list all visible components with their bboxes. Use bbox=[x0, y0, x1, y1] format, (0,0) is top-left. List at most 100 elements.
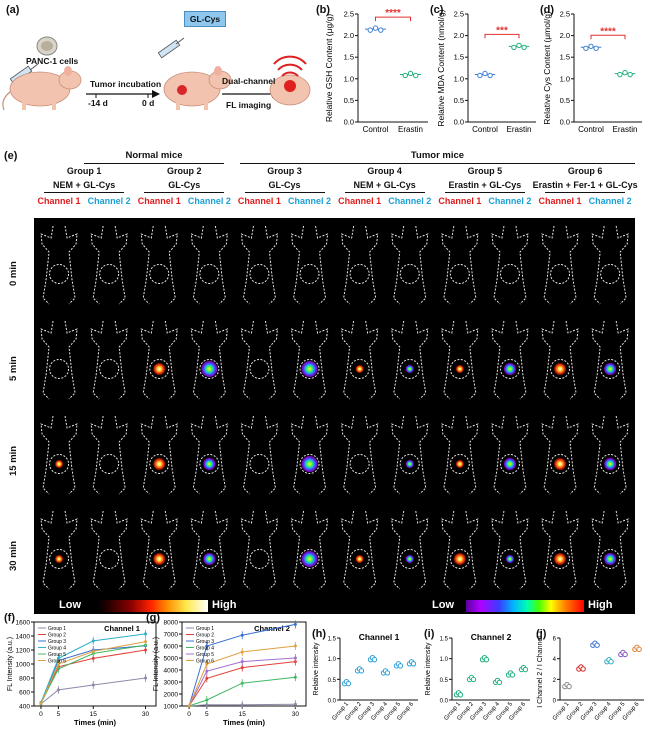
data-point bbox=[293, 702, 297, 706]
x-tick-label: 5 bbox=[205, 711, 209, 718]
y-tick-label: 1.5 bbox=[560, 53, 570, 62]
signal-spot bbox=[455, 365, 464, 373]
mouse-body bbox=[190, 320, 228, 400]
group-treatment: NEM + GL-Cys bbox=[353, 180, 416, 190]
mouse-outline bbox=[391, 320, 429, 400]
signal-spot bbox=[405, 555, 414, 563]
mouse-outline bbox=[591, 415, 629, 495]
tumor-circle bbox=[349, 549, 370, 569]
tumor-circle bbox=[399, 359, 420, 379]
channel2-header: Channel 2 bbox=[588, 196, 632, 206]
y-tick-label: 0.5 bbox=[454, 96, 464, 105]
signal-spot bbox=[153, 553, 166, 565]
signal-spot bbox=[203, 553, 216, 565]
mouse-outline bbox=[441, 225, 479, 305]
signal-spot bbox=[153, 363, 166, 375]
channel1-colorbar-gradient bbox=[98, 600, 208, 612]
data-point bbox=[521, 44, 527, 51]
data-point bbox=[617, 71, 623, 78]
group-treatment: GL-Cys bbox=[268, 180, 301, 190]
data-point bbox=[358, 668, 365, 674]
data-point bbox=[144, 676, 148, 680]
chart-title: Channel 1 bbox=[359, 632, 400, 642]
time-label: 5 min bbox=[8, 355, 19, 381]
imaging-grid bbox=[34, 218, 635, 611]
y-tick-label: 4000 bbox=[164, 668, 179, 675]
mouse-outline bbox=[591, 225, 629, 305]
mouse-outline bbox=[441, 510, 479, 590]
series-line bbox=[189, 703, 296, 707]
mouse-outline bbox=[190, 320, 228, 400]
data-point bbox=[477, 72, 483, 79]
tumor-circle bbox=[550, 264, 571, 284]
plot-frame bbox=[181, 621, 307, 707]
tumor-circle bbox=[299, 549, 320, 569]
channel1-header: Channel 1 bbox=[338, 196, 382, 206]
x-tick-label: 15 bbox=[239, 711, 247, 718]
y-tick-label: 1200 bbox=[16, 648, 31, 655]
mouse-outline bbox=[40, 320, 78, 400]
data-point bbox=[588, 43, 594, 49]
data-point bbox=[410, 661, 417, 667]
data-point bbox=[144, 640, 148, 644]
data-point bbox=[187, 704, 191, 708]
data-point bbox=[372, 25, 379, 31]
tumor-circle bbox=[249, 549, 270, 569]
mouse-outline bbox=[240, 415, 279, 495]
y-tick-label: 6 bbox=[553, 637, 557, 643]
tumor-circle bbox=[299, 264, 320, 284]
mouse-outline bbox=[341, 225, 379, 305]
mouse-outline bbox=[240, 225, 279, 305]
data-point bbox=[397, 663, 404, 669]
mouse-outline bbox=[441, 415, 479, 495]
data-point bbox=[371, 656, 378, 663]
mouse-body bbox=[290, 510, 329, 590]
signal-spot bbox=[604, 553, 617, 565]
panel-b-label: (b) bbox=[316, 4, 331, 16]
tumor-mice-underline bbox=[240, 163, 635, 164]
tumor-circle bbox=[399, 264, 420, 284]
mouse-body bbox=[441, 510, 479, 590]
y-tick-label: 1.0 bbox=[328, 657, 337, 663]
y-tick-label: 0.5 bbox=[328, 678, 337, 684]
tumor-circle bbox=[299, 454, 320, 474]
tumor-circle bbox=[249, 454, 270, 474]
y-axis-label: Relative intensity bbox=[425, 642, 432, 695]
data-point bbox=[457, 692, 464, 698]
y-tick-label: 5000 bbox=[164, 656, 179, 663]
group-treatment: GL-Cys bbox=[168, 180, 201, 190]
mouse-outline bbox=[491, 320, 529, 400]
y-tick-label: 2.5 bbox=[344, 10, 354, 19]
channel2-colorbar-gradient bbox=[466, 600, 584, 612]
mouse-body bbox=[391, 225, 429, 305]
data-point bbox=[205, 662, 209, 666]
data-point bbox=[593, 45, 599, 51]
y-tick-label: 0.0 bbox=[344, 118, 354, 127]
y-tick-label: 1.5 bbox=[440, 637, 449, 643]
mouse-grid bbox=[40, 225, 629, 590]
group-underline bbox=[545, 192, 626, 193]
x-tick-label: 5 bbox=[57, 711, 61, 718]
tumor-circle bbox=[499, 454, 520, 474]
y-axis-label: I Channel 2 / I Channel 1 bbox=[537, 630, 544, 708]
panel-j-label: (j) bbox=[536, 628, 547, 640]
mouse-body bbox=[441, 415, 479, 495]
x-tick-label: 0 bbox=[187, 711, 191, 718]
tumor-circle bbox=[99, 264, 120, 284]
mouse-body bbox=[90, 415, 128, 495]
mouse-body bbox=[591, 415, 629, 495]
tumor-circle bbox=[349, 264, 370, 284]
y-tick-label: 1.0 bbox=[454, 74, 464, 83]
y-tick-label: 2.5 bbox=[560, 10, 570, 19]
mouse-body bbox=[240, 320, 279, 400]
signal-spot bbox=[301, 361, 318, 377]
tumor-circle bbox=[550, 454, 571, 474]
series-line bbox=[188, 657, 296, 707]
data-point bbox=[205, 698, 209, 702]
data-point bbox=[293, 622, 297, 626]
mouse-body bbox=[140, 510, 178, 590]
data-point bbox=[91, 656, 95, 660]
y-tick-label: 1000 bbox=[164, 704, 179, 711]
mouse-outline bbox=[90, 415, 128, 495]
mouse-body bbox=[290, 225, 329, 305]
